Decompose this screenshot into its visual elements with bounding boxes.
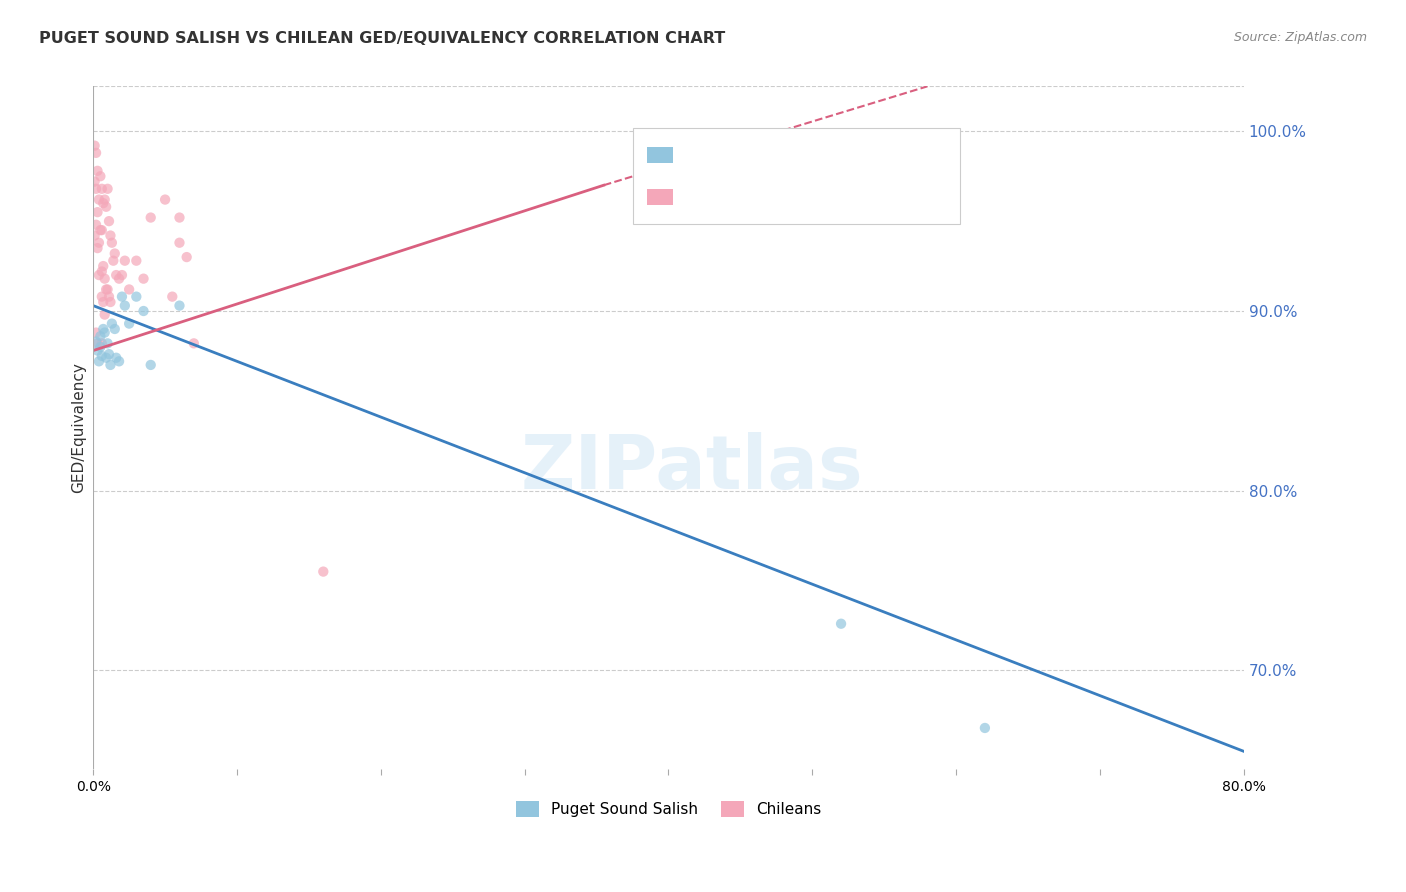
- Text: ZIPatlas: ZIPatlas: [520, 433, 863, 505]
- Point: [169, 235, 191, 250]
- Point: [101, 317, 124, 331]
- Point: [162, 290, 184, 304]
- Point: [98, 214, 121, 228]
- Point: [98, 347, 121, 361]
- Text: 0.319: 0.319: [718, 188, 776, 206]
- Point: [87, 268, 110, 282]
- Text: 25: 25: [824, 145, 846, 163]
- Point: [86, 336, 108, 351]
- Point: [91, 259, 114, 273]
- Point: [89, 340, 111, 354]
- Point: [87, 193, 110, 207]
- Point: [94, 282, 117, 296]
- Point: [93, 193, 115, 207]
- Text: R =: R =: [683, 188, 718, 206]
- Legend: Puget Sound Salish, Chileans: Puget Sound Salish, Chileans: [509, 795, 827, 823]
- Point: [169, 211, 191, 225]
- Point: [125, 253, 148, 268]
- Text: Source: ZipAtlas.com: Source: ZipAtlas.com: [1233, 31, 1367, 45]
- Point: [132, 304, 155, 318]
- Point: [97, 182, 120, 196]
- Point: [90, 264, 112, 278]
- Point: [84, 218, 107, 232]
- Point: [139, 358, 162, 372]
- Point: [100, 228, 122, 243]
- Point: [104, 322, 127, 336]
- Point: [93, 271, 115, 285]
- Point: [90, 223, 112, 237]
- Point: [83, 228, 105, 243]
- Text: N =: N =: [785, 145, 831, 163]
- Point: [91, 295, 114, 310]
- Point: [89, 223, 111, 237]
- Point: [87, 235, 110, 250]
- Point: [84, 326, 107, 340]
- Point: [93, 308, 115, 322]
- Point: [101, 235, 124, 250]
- Point: [114, 253, 136, 268]
- Point: [89, 169, 111, 184]
- Point: [125, 290, 148, 304]
- Point: [84, 182, 107, 196]
- Point: [84, 334, 107, 349]
- Point: [153, 193, 176, 207]
- Point: [93, 326, 115, 340]
- Point: [100, 295, 122, 310]
- Point: [973, 721, 995, 735]
- Point: [90, 349, 112, 363]
- Point: [111, 290, 134, 304]
- Point: [97, 282, 120, 296]
- Point: [97, 336, 120, 351]
- Text: PUGET SOUND SALISH VS CHILEAN GED/EQUIVALENCY CORRELATION CHART: PUGET SOUND SALISH VS CHILEAN GED/EQUIVA…: [39, 31, 725, 46]
- Point: [83, 138, 105, 153]
- Point: [100, 358, 122, 372]
- Point: [183, 336, 205, 351]
- Point: [90, 182, 112, 196]
- Point: [176, 250, 198, 264]
- Point: [108, 271, 131, 285]
- Point: [105, 268, 128, 282]
- Point: [91, 322, 114, 336]
- Point: [86, 205, 108, 219]
- Text: -0.746: -0.746: [718, 145, 778, 163]
- Text: R =: R =: [683, 145, 718, 163]
- Point: [89, 329, 111, 343]
- Point: [91, 196, 114, 211]
- Y-axis label: GED/Equivalency: GED/Equivalency: [72, 362, 86, 493]
- Point: [87, 354, 110, 368]
- Point: [169, 299, 191, 313]
- Point: [312, 565, 335, 579]
- Point: [94, 200, 117, 214]
- Text: 53: 53: [824, 188, 846, 206]
- Point: [94, 351, 117, 365]
- Point: [83, 175, 105, 189]
- Point: [114, 299, 136, 313]
- Text: N =: N =: [785, 188, 831, 206]
- Point: [111, 268, 134, 282]
- Point: [86, 164, 108, 178]
- Point: [132, 271, 155, 285]
- Point: [90, 336, 112, 351]
- Point: [105, 351, 128, 365]
- Point: [118, 317, 141, 331]
- Point: [118, 282, 141, 296]
- Point: [90, 290, 112, 304]
- Point: [139, 211, 162, 225]
- Point: [103, 253, 125, 268]
- Point: [84, 145, 107, 160]
- Point: [104, 246, 127, 260]
- Point: [86, 343, 108, 358]
- Point: [108, 354, 131, 368]
- Point: [830, 616, 852, 631]
- Point: [98, 290, 121, 304]
- Point: [86, 241, 108, 255]
